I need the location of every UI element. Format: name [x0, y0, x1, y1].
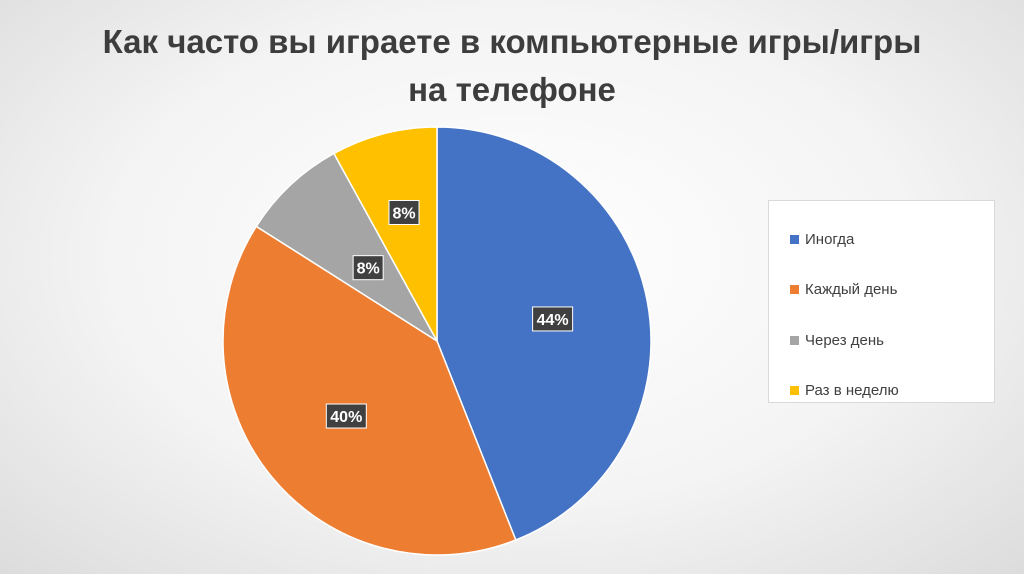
legend-item-kazhdyi-den: Каждый день: [769, 265, 994, 316]
legend-swatch: [790, 234, 799, 244]
chart-title-line-1: Как часто вы играете в компьютерные игры…: [102, 23, 922, 60]
legend-swatch: [790, 335, 799, 345]
pie-slice-raz-v-nedelyu: [332, 126, 438, 342]
legend-swatch: [790, 285, 799, 295]
data-label-box: [325, 403, 367, 429]
data-label-text: 8%: [357, 261, 380, 278]
pie-slice-cherez-den: [255, 152, 438, 342]
chart-title: Как часто вы играете в компьютерные игры…: [0, 18, 1024, 114]
pie-slice-inogda: [436, 126, 652, 541]
data-label-box: [352, 255, 384, 281]
legend-label: Каждый день: [805, 281, 898, 299]
legend-item-inogda: Иногда: [769, 214, 994, 265]
legend-label: Иногда: [805, 230, 855, 248]
data-label-raz-v-nedelyu: 8%: [388, 199, 420, 225]
data-label-cherez-den: 8%: [352, 255, 384, 281]
chart-title-line-2: на телефоне: [408, 71, 616, 108]
data-label-text: 44%: [537, 312, 569, 329]
legend-swatch: [790, 386, 799, 396]
data-label-box: [532, 306, 574, 332]
legend-label: Через день: [805, 331, 884, 349]
data-label-box: [388, 199, 420, 225]
legend: Иногда Каждый день Через день Раз в неде…: [768, 200, 995, 403]
legend-item-cherez-den: Через день: [769, 315, 994, 366]
legend-label: Раз в неделю: [805, 382, 899, 400]
legend-item-raz-v-nedelyu: Раз в неделю: [769, 366, 994, 417]
data-label-text: 40%: [330, 409, 362, 426]
data-label-kazhdyi-den: 40%: [325, 403, 367, 429]
pie-slice-kazhdyi-den: [222, 225, 517, 556]
data-label-text: 8%: [392, 205, 415, 222]
data-label-inogda: 44%: [532, 306, 574, 332]
